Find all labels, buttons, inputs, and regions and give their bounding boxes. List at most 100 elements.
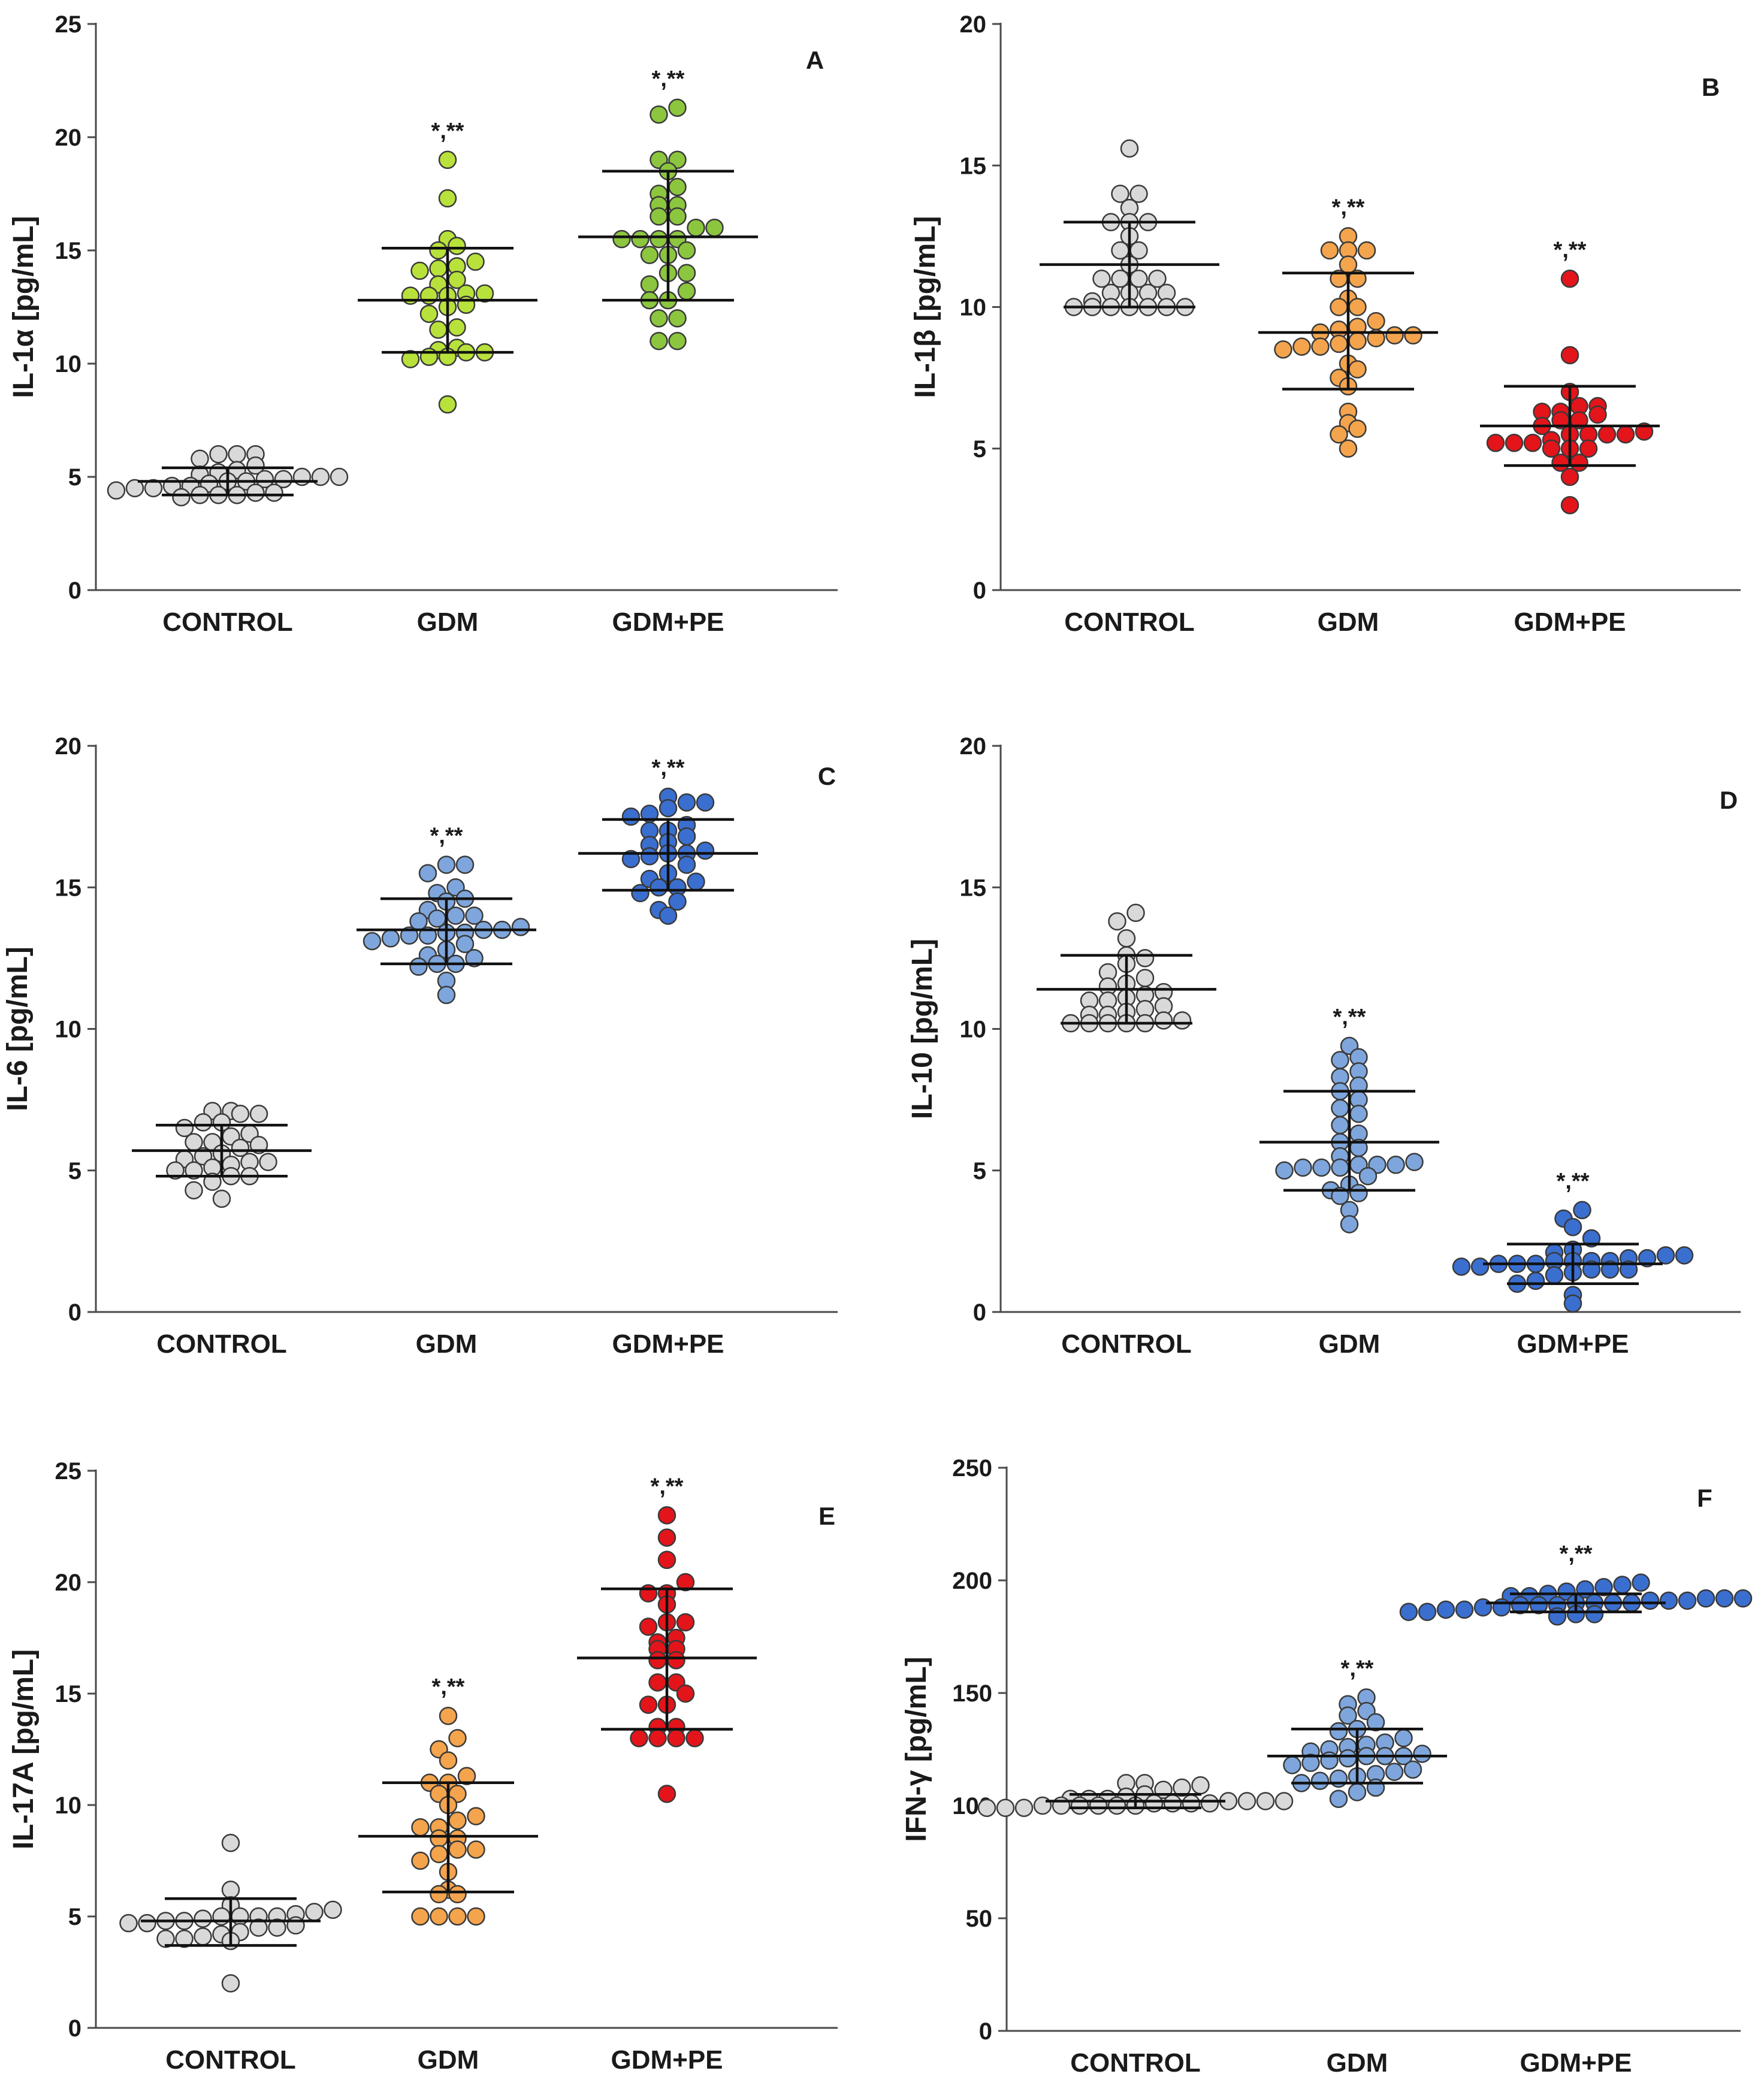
- data-point: [639, 1584, 658, 1603]
- y-tick-label: 10: [960, 295, 987, 321]
- data-point: [1563, 1294, 1582, 1313]
- y-tick-label: 0: [68, 2015, 81, 2042]
- data-point: [648, 1729, 667, 1748]
- series-gdm-pe: *,**: [1452, 1169, 1694, 1313]
- data-point: [1597, 425, 1617, 444]
- y-tick-label: 5: [68, 1904, 81, 1930]
- y-tick-label: 20: [55, 733, 82, 760]
- y-tick-label: 25: [55, 11, 82, 38]
- series-control: [1037, 903, 1216, 1033]
- panel-letter: F: [1697, 1484, 1712, 1512]
- y-tick-label: 20: [960, 11, 987, 38]
- series-gdm-pe: *,**: [578, 755, 758, 925]
- data-point: [1696, 1589, 1715, 1608]
- data-point: [1163, 1794, 1182, 1813]
- series-control: [107, 445, 349, 507]
- data-point: [1033, 1796, 1052, 1815]
- data-point: [1283, 1756, 1301, 1774]
- data-point: [400, 926, 419, 945]
- significance-mark: *,**: [652, 755, 685, 781]
- data-point: [640, 847, 659, 866]
- data-point: [1560, 346, 1579, 365]
- x-category-label: GDM: [417, 607, 479, 637]
- data-point: [448, 318, 466, 337]
- data-point: [465, 949, 484, 968]
- data-point: [1366, 1778, 1385, 1797]
- data-point: [255, 470, 274, 489]
- data-point: [621, 849, 641, 869]
- data-point: [1404, 326, 1422, 344]
- data-point: [639, 1695, 658, 1714]
- data-point: [439, 1706, 458, 1725]
- data-point: [1182, 1794, 1201, 1813]
- data-point: [1367, 329, 1385, 347]
- data-point: [1403, 1760, 1422, 1779]
- data-point: [448, 1885, 467, 1904]
- y-tick-label: 0: [68, 1299, 81, 1326]
- data-point: [203, 1172, 222, 1191]
- data-point: [1129, 185, 1148, 203]
- data-point: [1563, 1218, 1582, 1237]
- data-point: [1413, 1745, 1431, 1763]
- data-point: [228, 445, 246, 464]
- data-point: [246, 456, 265, 475]
- data-point: [1573, 1201, 1591, 1220]
- data-point: [1311, 337, 1330, 356]
- data-point: [119, 1913, 138, 1933]
- panel-e: 0 5 10 15 20 25 IL-17A [pg/mL] E CONTROL GDM GDM+P…: [8, 1458, 838, 2075]
- data-point: [259, 1153, 277, 1171]
- data-point: [439, 1751, 458, 1770]
- data-point: [1526, 1271, 1545, 1290]
- data-point: [1418, 1603, 1437, 1621]
- data-point: [696, 793, 715, 812]
- series-gdm: *,**: [1267, 1656, 1447, 1808]
- data-point: [1357, 241, 1376, 260]
- data-point: [677, 241, 696, 260]
- y-tick-label: 0: [68, 578, 81, 604]
- data-point: [1635, 422, 1654, 441]
- data-point: [1340, 1215, 1359, 1234]
- data-point: [175, 1929, 194, 1948]
- data-point: [418, 864, 437, 882]
- data-point: [1154, 1011, 1173, 1030]
- y-tick-label: 5: [973, 1158, 986, 1184]
- data-point: [221, 1974, 240, 1993]
- y-tick-label: 10: [960, 1017, 987, 1043]
- data-point: [172, 488, 191, 507]
- significance-mark: *,**: [1332, 195, 1365, 220]
- data-point: [659, 799, 678, 818]
- data-point: [668, 892, 687, 911]
- y-tick-label: 5: [68, 1158, 81, 1184]
- data-point: [409, 957, 428, 976]
- data-point: [1339, 439, 1358, 458]
- data-point: [448, 237, 466, 255]
- data-point: [631, 229, 650, 249]
- data-point: [429, 259, 448, 278]
- data-point: [1135, 949, 1155, 968]
- data-point: [685, 1729, 704, 1748]
- series-gdm: *,**: [357, 823, 536, 1005]
- data-point: [430, 1845, 448, 1864]
- data-point: [696, 841, 715, 860]
- data-point: [191, 449, 209, 468]
- data-point: [687, 218, 705, 237]
- data-point: [1301, 1754, 1320, 1772]
- x-category-label: GDM: [1319, 1329, 1381, 1359]
- data-point: [249, 1135, 268, 1154]
- data-point: [363, 932, 382, 951]
- data-point: [677, 855, 696, 874]
- y-tick-label: 0: [973, 1299, 986, 1326]
- panel-letter: A: [806, 46, 824, 74]
- data-point: [446, 906, 465, 925]
- data-point: [448, 1729, 467, 1748]
- data-point: [410, 261, 429, 280]
- y-axis-title: IFN-γ [pg/mL]: [901, 1656, 932, 1842]
- y-tick-label: 5: [973, 436, 986, 462]
- data-point: [1616, 425, 1635, 444]
- data-point: [1108, 912, 1126, 931]
- data-point: [1385, 1762, 1404, 1781]
- data-point: [401, 350, 420, 368]
- data-point: [455, 935, 475, 953]
- series-control: [119, 1833, 342, 1993]
